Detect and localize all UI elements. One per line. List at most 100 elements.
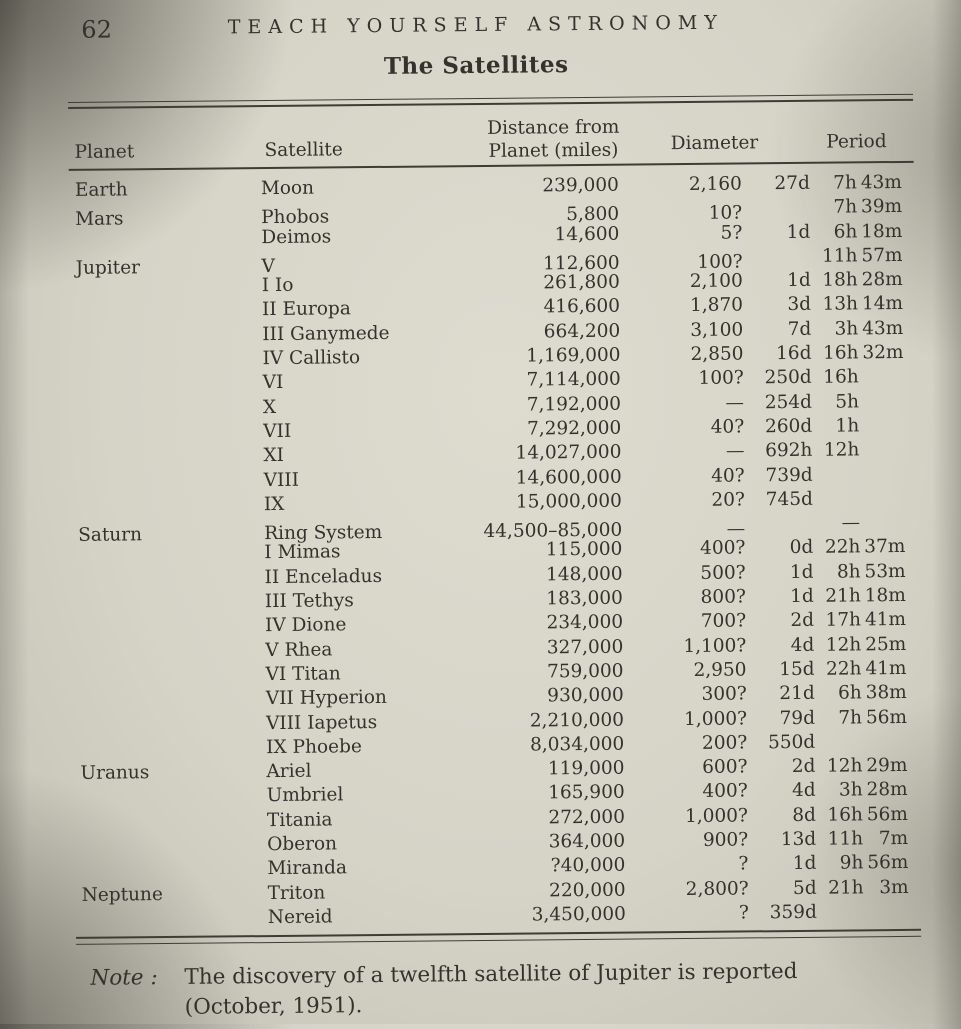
period-minutes bbox=[859, 415, 904, 436]
period-hours: 12h bbox=[825, 633, 862, 656]
period-minutes bbox=[864, 901, 909, 922]
satellite-cell: Miranda bbox=[267, 857, 348, 880]
diameter-cell: 2,950 bbox=[693, 659, 747, 681]
period-days: 1d bbox=[792, 853, 817, 875]
diameter-cell: 400? bbox=[702, 780, 748, 803]
period-cell: 7h 39m bbox=[744, 196, 914, 219]
diameter-cell: 3,100 bbox=[690, 319, 744, 341]
period-cell: 254d 5h bbox=[746, 390, 916, 413]
footnote: Note : The discovery of a twelfth satell… bbox=[90, 956, 875, 1024]
period-hours: 3h bbox=[838, 779, 863, 801]
period-hours: 9h bbox=[839, 852, 864, 874]
period-minutes: 53m bbox=[864, 560, 906, 583]
satellite-cell: VIII bbox=[263, 469, 300, 491]
period-cell: 1d 9h 56m bbox=[750, 852, 920, 875]
period-days: 2d bbox=[791, 755, 816, 778]
period-hours bbox=[813, 464, 860, 485]
period-minutes bbox=[860, 512, 905, 533]
satellite-cell: IX bbox=[263, 493, 285, 515]
satellite-cell: III Tethys bbox=[264, 590, 354, 613]
period-hours: 7h bbox=[833, 172, 857, 194]
period-minutes: 38m bbox=[865, 682, 907, 704]
period-hours: 12h bbox=[823, 439, 860, 461]
period-cell: 260d 1h bbox=[746, 415, 916, 438]
satellite-cell: I Mimas bbox=[264, 541, 341, 564]
period-days: 4d bbox=[791, 780, 816, 802]
period-minutes: 3m bbox=[879, 876, 909, 898]
period-days: 739d bbox=[765, 464, 813, 486]
period-minutes: 18m bbox=[861, 220, 903, 242]
satellite-cell: Ariel bbox=[266, 760, 312, 783]
period-cell: 79d 7h 56m bbox=[749, 706, 919, 729]
distance-cell: 759,000 bbox=[546, 660, 624, 683]
column-header-distance-line1: Distance from bbox=[487, 116, 620, 139]
distance-cell: 234,000 bbox=[546, 611, 624, 634]
planet-cell: Saturn bbox=[78, 524, 143, 547]
planet-cell bbox=[74, 729, 266, 731]
period-hours: 1h bbox=[835, 415, 860, 437]
period-hours: 16h bbox=[823, 366, 859, 389]
diameter-cell: 700? bbox=[700, 610, 747, 633]
period-days: 8d bbox=[792, 804, 817, 826]
planet-cell bbox=[75, 874, 267, 876]
distance-cell: 272,000 bbox=[548, 806, 626, 829]
period-cell: 0d 22h 37m bbox=[747, 536, 917, 559]
planet-cell bbox=[73, 583, 265, 585]
period-days: 1d bbox=[789, 561, 814, 583]
planet-cell bbox=[72, 510, 264, 512]
satellites-table: Planet Satellite Distance from Planet (m… bbox=[68, 93, 922, 946]
diameter-cell: 100? bbox=[698, 367, 744, 390]
distance-cell: 2,210,000 bbox=[529, 709, 625, 732]
period-minutes bbox=[860, 488, 905, 509]
period-minutes: 56m bbox=[866, 803, 909, 826]
period-days bbox=[747, 513, 813, 535]
planet-cell bbox=[73, 607, 265, 609]
period-hours: 21h bbox=[828, 876, 864, 899]
diameter-cell: 900? bbox=[702, 829, 749, 851]
period-hours: 17h bbox=[825, 609, 862, 632]
period-days: 3d bbox=[787, 294, 812, 316]
running-head: TEACH YOURSELF ASTRONOMY bbox=[227, 11, 724, 39]
planet-cell bbox=[71, 413, 263, 415]
satellite-cell: Moon bbox=[260, 177, 315, 200]
satellite-cell: Titania bbox=[266, 809, 333, 831]
diameter-cell: — bbox=[725, 440, 745, 462]
period-days: 16d bbox=[776, 342, 812, 365]
period-cell: 4d 3h 28m bbox=[750, 779, 920, 802]
planet-cell bbox=[75, 801, 267, 803]
period-minutes: 14m bbox=[861, 293, 904, 315]
diameter-cell: 40? bbox=[710, 416, 745, 438]
satellite-cell: Umbriel bbox=[266, 784, 344, 807]
diameter-cell: 20? bbox=[711, 489, 745, 511]
period-days: 7d bbox=[787, 318, 812, 340]
period-cell: 4d 12h 25m bbox=[748, 633, 918, 656]
period-days: 254d bbox=[764, 391, 813, 413]
table-header-row: Planet Satellite Distance from Planet (m… bbox=[68, 101, 914, 169]
period-days: 692h bbox=[765, 440, 813, 462]
diameter-cell: 300? bbox=[701, 683, 747, 706]
period-days: 550d bbox=[767, 731, 816, 754]
satellite-cell: Oberon bbox=[267, 833, 338, 856]
period-minutes: 41m bbox=[864, 609, 907, 631]
period-days: 4d bbox=[790, 634, 815, 656]
diameter-cell: 1,870 bbox=[689, 294, 744, 317]
planet-cell bbox=[73, 631, 265, 633]
distance-cell: ?40,000 bbox=[550, 854, 626, 877]
period-hours: 21h bbox=[825, 585, 861, 607]
satellite-cell: VIII Iapetus bbox=[265, 711, 378, 734]
planet-cell bbox=[74, 753, 266, 755]
satellite-cell: I Io bbox=[261, 274, 294, 297]
diameter-cell: — bbox=[725, 392, 745, 414]
distance-cell: 220,000 bbox=[549, 879, 626, 901]
period-minutes: 32m bbox=[862, 342, 904, 364]
distance-cell: 364,000 bbox=[548, 830, 626, 853]
period-cell: 359d bbox=[751, 901, 921, 924]
period-days: 745d bbox=[765, 488, 813, 511]
planet-cell bbox=[71, 388, 263, 390]
period-hours: 22h bbox=[825, 658, 862, 680]
period-cell: 2d 17h 41m bbox=[748, 609, 918, 632]
distance-cell: 7,192,000 bbox=[526, 393, 622, 416]
period-cell: 11h 57m bbox=[744, 245, 914, 268]
period-days: 27d bbox=[774, 172, 810, 195]
period-days: 15d bbox=[779, 658, 815, 681]
